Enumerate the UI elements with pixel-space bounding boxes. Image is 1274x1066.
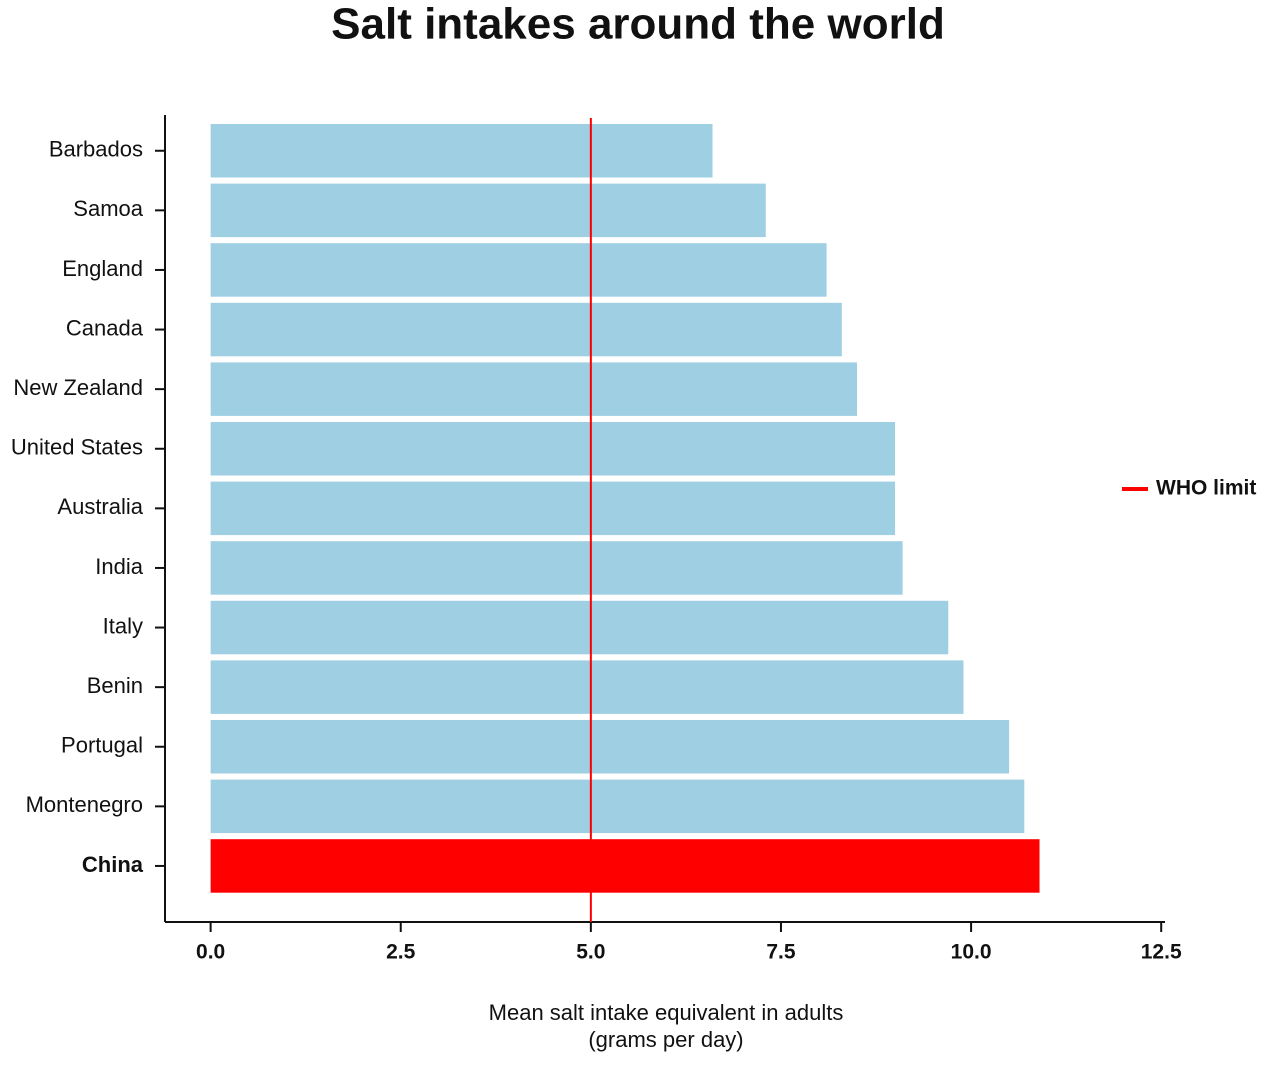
- x-axis-label: Mean salt intake equivalent in adults: [489, 1000, 844, 1025]
- chart-title: Salt intakes around the world: [331, 0, 945, 49]
- bar: [210, 422, 896, 476]
- bar: [210, 124, 713, 178]
- y-tick-label: United States: [11, 435, 143, 460]
- y-tick-label: Portugal: [61, 733, 143, 758]
- y-tick-label: Samoa: [73, 196, 143, 221]
- y-tick-label: New Zealand: [13, 375, 143, 400]
- x-axis-label: (grams per day): [588, 1027, 743, 1052]
- bar: [210, 481, 896, 536]
- legend-label: WHO limit: [1156, 477, 1256, 500]
- y-tick-label: Australia: [57, 494, 143, 519]
- y-tick-label: Barbados: [49, 137, 143, 162]
- y-tick-label: Montenegro: [26, 792, 143, 817]
- bar: [210, 779, 1025, 834]
- y-tick-label: England: [62, 256, 143, 281]
- bar: [210, 183, 766, 238]
- bar: [210, 839, 1040, 893]
- bar: [210, 362, 858, 416]
- bar: [210, 302, 842, 357]
- x-tick-label: 7.5: [766, 941, 796, 964]
- x-tick-label: 10.0: [951, 941, 992, 964]
- y-tick-label: India: [95, 554, 143, 579]
- x-tick-label: 12.5: [1141, 941, 1182, 964]
- bar: [210, 541, 903, 595]
- y-tick-label: Canada: [66, 315, 144, 340]
- bar: [210, 720, 1010, 774]
- x-tick-label: 0.0: [196, 941, 225, 964]
- y-tick-label: Italy: [103, 613, 143, 638]
- bar: [210, 660, 964, 714]
- bar: [210, 243, 827, 297]
- y-tick-label: China: [82, 852, 144, 877]
- x-tick-label: 5.0: [576, 941, 605, 964]
- x-tick-label: 2.5: [386, 941, 416, 964]
- y-tick-label: Benin: [87, 673, 143, 698]
- bar: [210, 600, 949, 655]
